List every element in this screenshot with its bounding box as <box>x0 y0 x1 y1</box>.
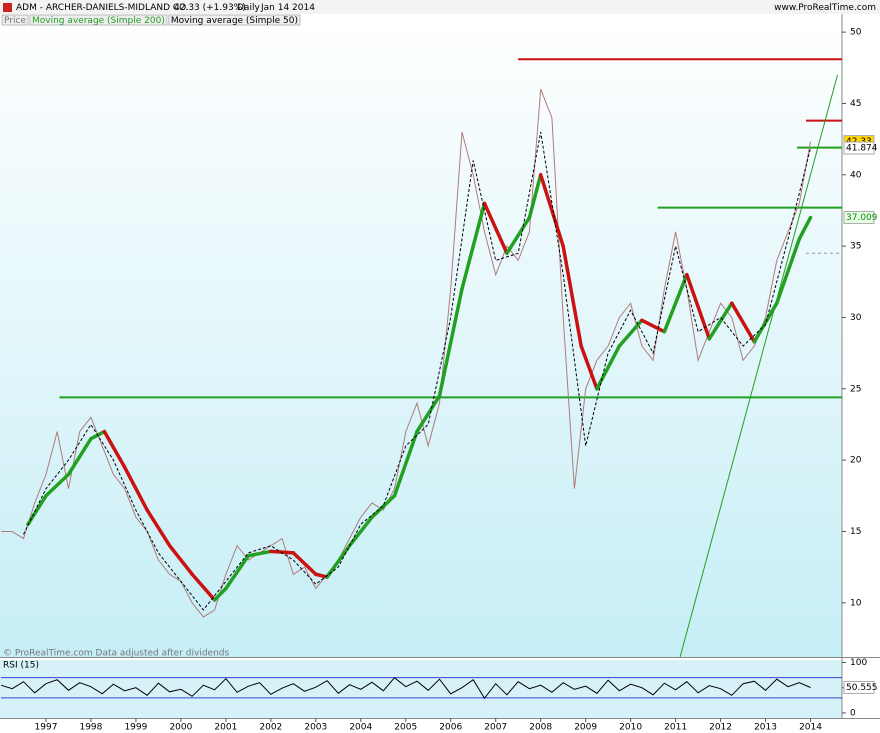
trend-line <box>679 74 838 658</box>
y-tick-label: 100 <box>850 658 867 668</box>
last-value-label: 41.874 <box>846 144 878 154</box>
last-value-label: 37.009 <box>846 213 878 223</box>
ma-segment <box>482 201 509 256</box>
y-tick-label: 40 <box>850 170 862 180</box>
y-tick-label: 10 <box>850 598 862 608</box>
x-tick-label: 2014 <box>799 723 822 733</box>
annotation: © ProRealTime.com Data adjusted after di… <box>3 649 229 659</box>
ma-segment <box>797 215 813 241</box>
y-tick-label: 30 <box>850 313 862 323</box>
ma-segment <box>685 272 712 341</box>
ma-segment <box>437 287 464 398</box>
x-tick-label: 2000 <box>169 723 192 733</box>
ma-segment <box>269 549 296 555</box>
y-tick-label: 35 <box>850 242 861 252</box>
ma-segment <box>505 215 532 256</box>
y-tick-label: 45 <box>850 99 861 109</box>
ma-segment <box>347 515 374 548</box>
ma-segment <box>66 436 93 477</box>
ma-segment <box>595 344 622 391</box>
x-tick-label: 2013 <box>754 723 777 733</box>
ma-segment <box>617 318 644 348</box>
price-panel <box>0 14 842 657</box>
ma-segment <box>190 572 217 602</box>
header-icon <box>3 3 12 12</box>
legend-box <box>168 14 301 26</box>
ma-segment <box>44 472 71 498</box>
ma-segment <box>561 244 583 348</box>
series-line <box>23 131 811 611</box>
ma-segment <box>325 543 352 579</box>
ma-segment <box>392 429 419 498</box>
x-tick-label: 1998 <box>79 723 102 733</box>
x-tick-label: 2006 <box>439 723 462 733</box>
ma-segment <box>752 301 779 344</box>
series-line <box>1 89 811 618</box>
x-tick-label: 2003 <box>304 723 327 733</box>
ma-segment <box>212 586 228 602</box>
ma-segment <box>707 301 734 341</box>
legend-entry: Moving average (Simple 50) <box>171 16 298 26</box>
symbol: ADM - ARCHER-DANIELS-MIDLAND CO. <box>16 3 189 13</box>
header-bar <box>0 0 880 14</box>
ma-segment <box>415 394 442 434</box>
ma-segment <box>291 551 318 577</box>
x-tick-label: 2001 <box>214 723 237 733</box>
y-tick-label: 0 <box>850 708 856 718</box>
source: www.ProRealTime.com <box>774 3 876 13</box>
y-tick-label: 50 <box>850 28 862 38</box>
y-tick-label: 15 <box>850 527 861 537</box>
period: Daily <box>237 3 260 13</box>
x-tick-label: 1999 <box>124 723 147 733</box>
ma-segment <box>538 173 565 248</box>
x-tick-label: 2007 <box>484 723 507 733</box>
last-value-box <box>843 210 875 224</box>
ma-segment <box>460 201 487 291</box>
legend-box <box>29 14 168 26</box>
last-value-box <box>843 680 875 694</box>
ma-segment <box>145 508 172 548</box>
y-tick-label: 20 <box>850 456 862 466</box>
ma-segment <box>527 173 543 220</box>
x-tick-label: 2004 <box>349 723 372 733</box>
x-tick-label: 2008 <box>529 723 552 733</box>
x-tick-label: 2010 <box>619 723 642 733</box>
ma-segment <box>662 272 689 334</box>
series-line <box>0 677 811 700</box>
ma-segment <box>102 429 127 470</box>
x-tick-label: 2011 <box>664 723 687 733</box>
ma-segment <box>730 301 757 344</box>
x-tick-label: 1997 <box>35 723 58 733</box>
legend-entry: Moving average (Simple 200) <box>32 16 165 26</box>
ma-segment <box>167 543 194 577</box>
ma-segment <box>640 318 667 334</box>
ma-segment <box>246 549 273 558</box>
rsi-panel <box>0 660 842 718</box>
ma-segment <box>224 553 251 591</box>
rsi-title: RSI (15) <box>3 661 39 671</box>
y-tick-label: 25 <box>850 384 861 394</box>
x-tick-label: 2002 <box>259 723 282 733</box>
legend-box <box>1 14 29 26</box>
ma-segment <box>579 344 599 391</box>
quote: 42.33 (+1.93%) <box>174 3 246 13</box>
x-tick-label: 2012 <box>709 723 732 733</box>
x-tick-label: 2009 <box>574 723 597 733</box>
ma-segment <box>122 465 149 512</box>
legend-entry: Price <box>4 16 26 26</box>
x-tick-label: 2005 <box>394 723 417 733</box>
ma-segment <box>775 237 802 305</box>
last-value-box <box>843 141 875 155</box>
last-value-label: 50.555 <box>846 683 878 693</box>
ma-segment <box>370 494 397 519</box>
date: Jan 14 2014 <box>260 3 315 13</box>
